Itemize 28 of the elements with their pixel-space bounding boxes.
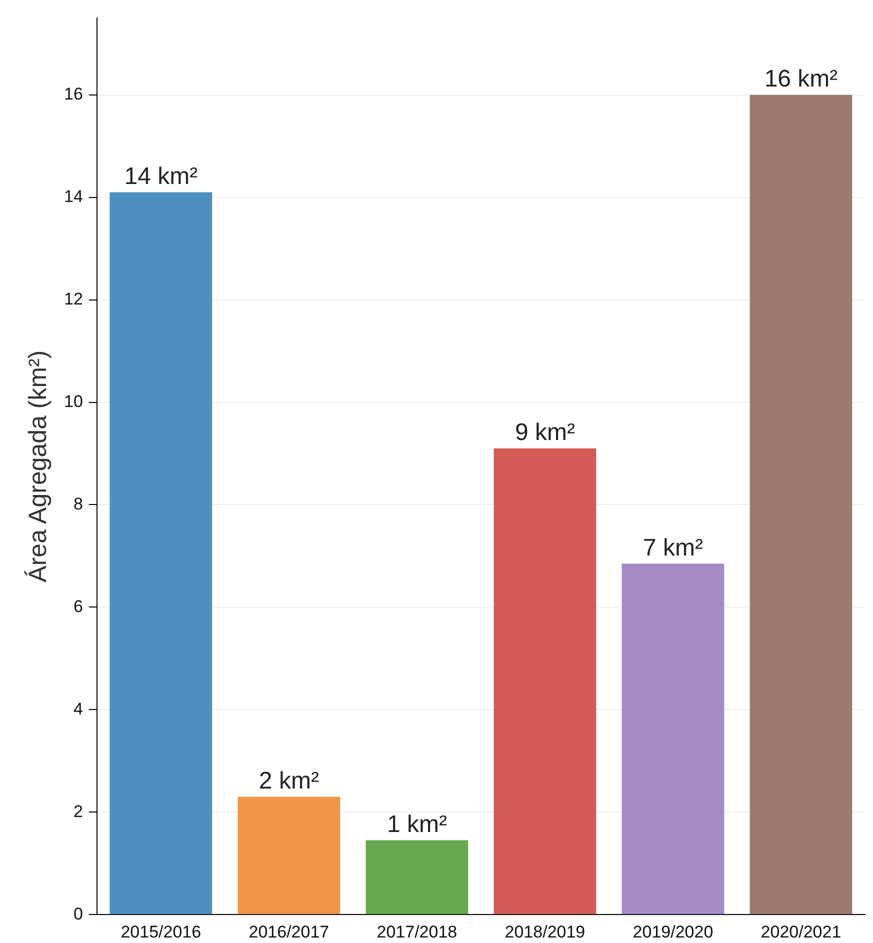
y-tick-label: 14 bbox=[64, 187, 83, 206]
x-tick-label: 2018/2019 bbox=[504, 922, 586, 942]
y-tick-label: 12 bbox=[64, 289, 83, 308]
x-tick-label: 2015/2016 bbox=[120, 922, 202, 942]
data-label: 16 km² bbox=[764, 65, 838, 92]
y-tick-label: 2 bbox=[73, 802, 83, 821]
x-tick-label: 2019/2020 bbox=[632, 922, 714, 942]
data-label: 7 km² bbox=[642, 534, 703, 562]
y-tick-label: 0 bbox=[73, 904, 83, 924]
x-tick-label: 2017/2018 bbox=[376, 922, 458, 942]
y-tick-label: 8 bbox=[73, 494, 83, 514]
data-label: 9 km² bbox=[514, 418, 575, 446]
bar bbox=[238, 796, 340, 914]
y-tick-label: 16 bbox=[64, 84, 83, 104]
bar bbox=[110, 192, 212, 914]
data-label: 14 km² bbox=[124, 162, 198, 190]
bar bbox=[366, 840, 468, 914]
y-tick-label: 10 bbox=[64, 392, 83, 411]
y-tick-label: 6 bbox=[73, 596, 83, 616]
data-label: 1 km² bbox=[386, 810, 447, 838]
bar bbox=[750, 94, 852, 914]
y-tick-label: 4 bbox=[73, 699, 83, 718]
x-tick-label: 2016/2017 bbox=[248, 922, 330, 942]
y-axis-title: Área Agregada (km²) bbox=[24, 350, 52, 582]
bar bbox=[494, 448, 596, 914]
x-tick-label: 2020/2021 bbox=[760, 922, 842, 942]
bar bbox=[622, 564, 724, 914]
data-label: 2 km² bbox=[258, 767, 319, 794]
